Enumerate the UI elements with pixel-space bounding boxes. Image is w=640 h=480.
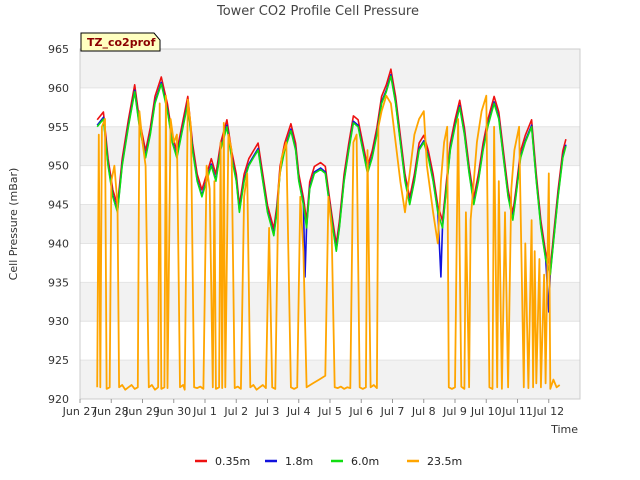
y-tick-label: 925 [48,354,69,367]
y-tick-label: 945 [48,199,69,212]
site-tag-label: TZ_co2prof [87,36,156,49]
y-tick-label: 950 [48,160,69,173]
x-tick-label: Jun 27 [62,405,98,418]
y-tick-label: 920 [48,393,69,406]
grid-band [80,360,580,399]
x-tick-label: Jul 7 [380,405,405,418]
x-tick-label: Jun 30 [155,405,191,418]
x-tick-label: Jul 4 [286,405,311,418]
x-tick-label: Jul 12 [532,405,564,418]
site-tag: TZ_co2prof [80,32,161,52]
y-tick-label: 935 [48,276,69,289]
legend-label: 23.5m [427,455,462,468]
x-tick-label: Jul 9 [442,405,467,418]
y-axis-title: Cell Pressure (mBar) [7,168,20,281]
y-tick-label: 965 [48,43,69,56]
legend-label: 6.0m [351,455,379,468]
series-lines [96,68,567,391]
legend-label: 0.35m [215,455,250,468]
chart-title: Tower CO2 Profile Cell Pressure [216,4,419,19]
y-tick-label: 960 [48,82,69,95]
legend-label: 1.8m [285,455,313,468]
x-tick-label: Jun 29 [124,405,160,418]
y-tick-label: 930 [48,315,69,328]
y-tick-label: 955 [48,121,69,134]
grid-band [80,282,580,322]
x-tick-label: Jul 1 [192,405,217,418]
legend: 0.35m 1.8m 6.0m 23.5m [195,455,462,468]
x-tick-label: Jul 10 [470,405,502,418]
x-tick-label: Jul 11 [501,405,533,418]
series-line-23_5m [96,94,561,391]
x-tick-label: Jul 6 [348,405,373,418]
x-tick-label: Jul 3 [255,405,280,418]
x-tick-label: Jul 5 [317,405,342,418]
x-tick-label: Jul 8 [411,405,436,418]
site-tag-box [80,32,161,52]
grid-band [80,49,580,88]
grid-band [80,126,580,166]
series-line-6_0m [96,75,567,276]
x-tick-label: Jul 2 [223,405,248,418]
y-tick-label: 940 [48,237,69,250]
x-tick-label: Jun 28 [93,405,129,418]
y-axis: 920 925 930 935 940 945 950 955 960 965 [48,43,69,406]
x-axis-title: Time [550,423,578,436]
